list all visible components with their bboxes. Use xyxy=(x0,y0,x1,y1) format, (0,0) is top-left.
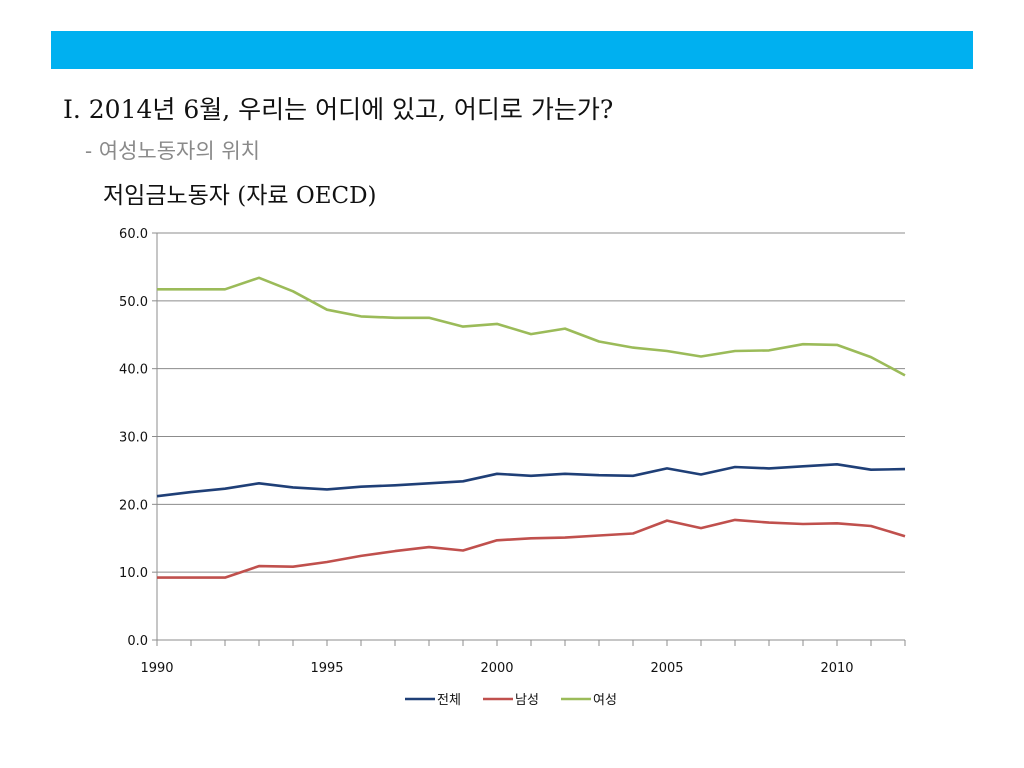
header-bar xyxy=(51,31,973,69)
x-tick-label: 1990 xyxy=(140,661,173,676)
y-tick-label: 30.0 xyxy=(119,431,148,446)
y-tick-label: 50.0 xyxy=(119,295,148,310)
x-tick-label: 2010 xyxy=(820,661,853,676)
x-tick-label: 2005 xyxy=(650,661,683,676)
legend-label: 남성 xyxy=(515,693,539,708)
legend-label: 여성 xyxy=(593,693,617,708)
gridlines xyxy=(157,232,905,641)
slide-subtitle: - 여성노동자의 위치 xyxy=(85,139,261,163)
legend: 전체 남성 여성 xyxy=(405,693,617,708)
x-tick-label: 2000 xyxy=(480,661,513,676)
y-tick-label: 40.0 xyxy=(119,363,148,378)
axes: 0.0 10.0 20.0 30.0 40.0 50.0 60.0 1990 1995 2000 2… xyxy=(119,227,906,676)
series-line-남성 xyxy=(157,518,906,579)
x-tick-label: 1995 xyxy=(310,661,343,676)
y-tick-label: 60.0 xyxy=(119,227,148,242)
slide-title: I. 2014년 6월, 우리는 어디에 있고, 어디로 가는가? xyxy=(63,95,614,124)
y-tick-label: 0.0 xyxy=(127,634,148,649)
chart-title: 저임금노동자 (자료 OECD) xyxy=(103,183,377,209)
series-line-전체 xyxy=(156,462,906,498)
series-line-여성 xyxy=(157,276,906,377)
y-tick-label: 10.0 xyxy=(119,566,148,581)
y-tick-label: 20.0 xyxy=(119,498,148,513)
series-lines xyxy=(156,276,906,579)
legend-label: 전체 xyxy=(437,693,461,708)
